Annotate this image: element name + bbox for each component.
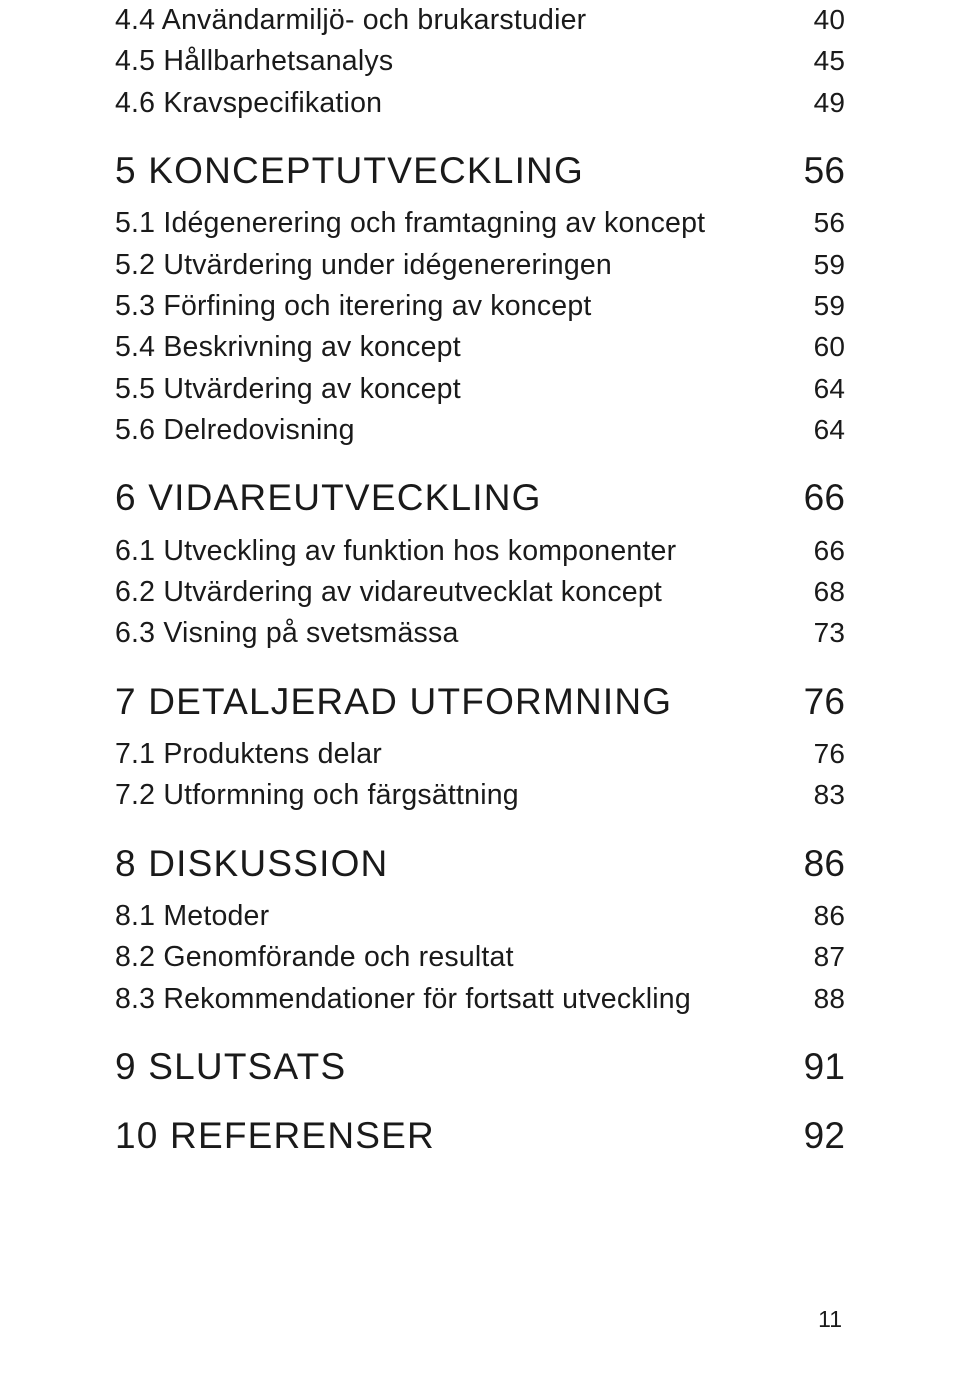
- toc-sub-row: 7.2 Utformning och färgsättning 83: [115, 775, 845, 816]
- toc-entry-page: 86: [795, 842, 845, 886]
- toc-sub-row: 5.2 Utvärdering under idégenereringen 59: [115, 245, 845, 286]
- toc-chapter-row: 10 REFERENSER 92: [115, 1114, 845, 1158]
- toc-entry-page: 64: [795, 410, 845, 451]
- toc-entry-label: 5.2 Utvärdering under idégenereringen: [115, 245, 612, 286]
- toc-entry-page: 73: [795, 613, 845, 654]
- toc-entry-page: 86: [795, 896, 845, 937]
- toc-sub-row: 4.4 Användarmiljö- och brukarstudier 40: [115, 0, 845, 41]
- toc-entry-label: 5.3 Förfining och iterering av koncept: [115, 286, 592, 327]
- toc-entry-page: 59: [795, 286, 845, 327]
- toc-chapter-row: 8 DISKUSSION 86: [115, 842, 845, 886]
- toc-entry-page: 66: [795, 476, 845, 520]
- toc-sub-row: 6.1 Utveckling av funktion hos komponent…: [115, 531, 845, 572]
- toc-sub-row: 5.4 Beskrivning av koncept 60: [115, 327, 845, 368]
- toc-sub-row: 5.5 Utvärdering av koncept 64: [115, 369, 845, 410]
- toc-sub-row: 6.3 Visning på svetsmässa 73: [115, 613, 845, 654]
- toc-chapter-row: 7 DETALJERAD UTFORMNING 76: [115, 680, 845, 724]
- toc-sub-row: 8.3 Rekommendationer för fortsatt utveck…: [115, 979, 845, 1020]
- toc-entry-page: 56: [795, 149, 845, 193]
- toc-entry-page: 76: [795, 734, 845, 775]
- toc-entry-page: 45: [795, 41, 845, 82]
- toc-sub-row: 4.6 Kravspecifikation 49: [115, 83, 845, 124]
- toc-entry-page: 68: [795, 572, 845, 613]
- toc-chapter-row: 6 VIDAREUTVECKLING 66: [115, 476, 845, 520]
- toc-entry-page: 59: [795, 245, 845, 286]
- toc-entry-page: 64: [795, 369, 845, 410]
- toc-entry-label: 6 VIDAREUTVECKLING: [115, 476, 542, 520]
- toc-entry-label: 6.3 Visning på svetsmässa: [115, 613, 459, 654]
- toc-entry-label: 8.3 Rekommendationer för fortsatt utveck…: [115, 979, 691, 1020]
- toc-chapter-row: 5 KONCEPTUTVECKLING 56: [115, 149, 845, 193]
- toc-sub-row: 5.3 Förfining och iterering av koncept 59: [115, 286, 845, 327]
- toc-entry-page: 66: [795, 531, 845, 572]
- toc-sub-row: 8.1 Metoder 86: [115, 896, 845, 937]
- toc-entry-label: 5.6 Delredovisning: [115, 410, 355, 451]
- toc-entry-label: 7 DETALJERAD UTFORMNING: [115, 680, 672, 724]
- toc-entry-label: 5.4 Beskrivning av koncept: [115, 327, 461, 368]
- toc-entry-label: 5.1 Idégenerering och framtagning av kon…: [115, 203, 705, 244]
- toc-entry-page: 91: [795, 1045, 845, 1089]
- table-of-contents: 4.4 Användarmiljö- och brukarstudier404.…: [115, 0, 845, 1159]
- toc-sub-row: 7.1 Produktens delar 76: [115, 734, 845, 775]
- toc-entry-label: 8.2 Genomförande och resultat: [115, 937, 514, 978]
- page-number: 11: [818, 1306, 842, 1333]
- toc-entry-label: 8.1 Metoder: [115, 896, 269, 937]
- toc-entry-label: 8 DISKUSSION: [115, 842, 388, 886]
- toc-entry-label: 7.1 Produktens delar: [115, 734, 382, 775]
- page: 4.4 Användarmiljö- och brukarstudier404.…: [0, 0, 960, 1388]
- toc-entry-page: 60: [795, 327, 845, 368]
- toc-entry-page: 56: [795, 203, 845, 244]
- toc-entry-label: 4.5 Hållbarhetsanalys: [115, 41, 393, 82]
- toc-entry-page: 87: [795, 937, 845, 978]
- toc-sub-row: 8.2 Genomförande och resultat 87: [115, 937, 845, 978]
- toc-entry-label: 4.4 Användarmiljö- och brukarstudier: [115, 0, 586, 41]
- toc-entry-page: 92: [795, 1114, 845, 1158]
- toc-entry-label: 4.6 Kravspecifikation: [115, 83, 382, 124]
- toc-chapter-row: 9 SLUTSATS 91: [115, 1045, 845, 1089]
- toc-entry-label: 7.2 Utformning och färgsättning: [115, 775, 519, 816]
- toc-entry-page: 83: [795, 775, 845, 816]
- toc-sub-row: 6.2 Utvärdering av vidareutvecklat konce…: [115, 572, 845, 613]
- toc-entry-page: 40: [795, 0, 845, 41]
- toc-entry-label: 6.2 Utvärdering av vidareutvecklat konce…: [115, 572, 662, 613]
- toc-entry-page: 88: [795, 979, 845, 1020]
- toc-entry-label: 6.1 Utveckling av funktion hos komponent…: [115, 531, 676, 572]
- toc-sub-row: 5.6 Delredovisning 64: [115, 410, 845, 451]
- toc-entry-label: 5 KONCEPTUTVECKLING: [115, 149, 584, 193]
- toc-entry-page: 49: [795, 83, 845, 124]
- toc-entry-label: 9 SLUTSATS: [115, 1045, 346, 1089]
- toc-sub-row: 4.5 Hållbarhetsanalys 45: [115, 41, 845, 82]
- toc-sub-row: 5.1 Idégenerering och framtagning av kon…: [115, 203, 845, 244]
- toc-entry-page: 76: [795, 680, 845, 724]
- toc-entry-label: 10 REFERENSER: [115, 1114, 435, 1158]
- toc-entry-label: 5.5 Utvärdering av koncept: [115, 369, 461, 410]
